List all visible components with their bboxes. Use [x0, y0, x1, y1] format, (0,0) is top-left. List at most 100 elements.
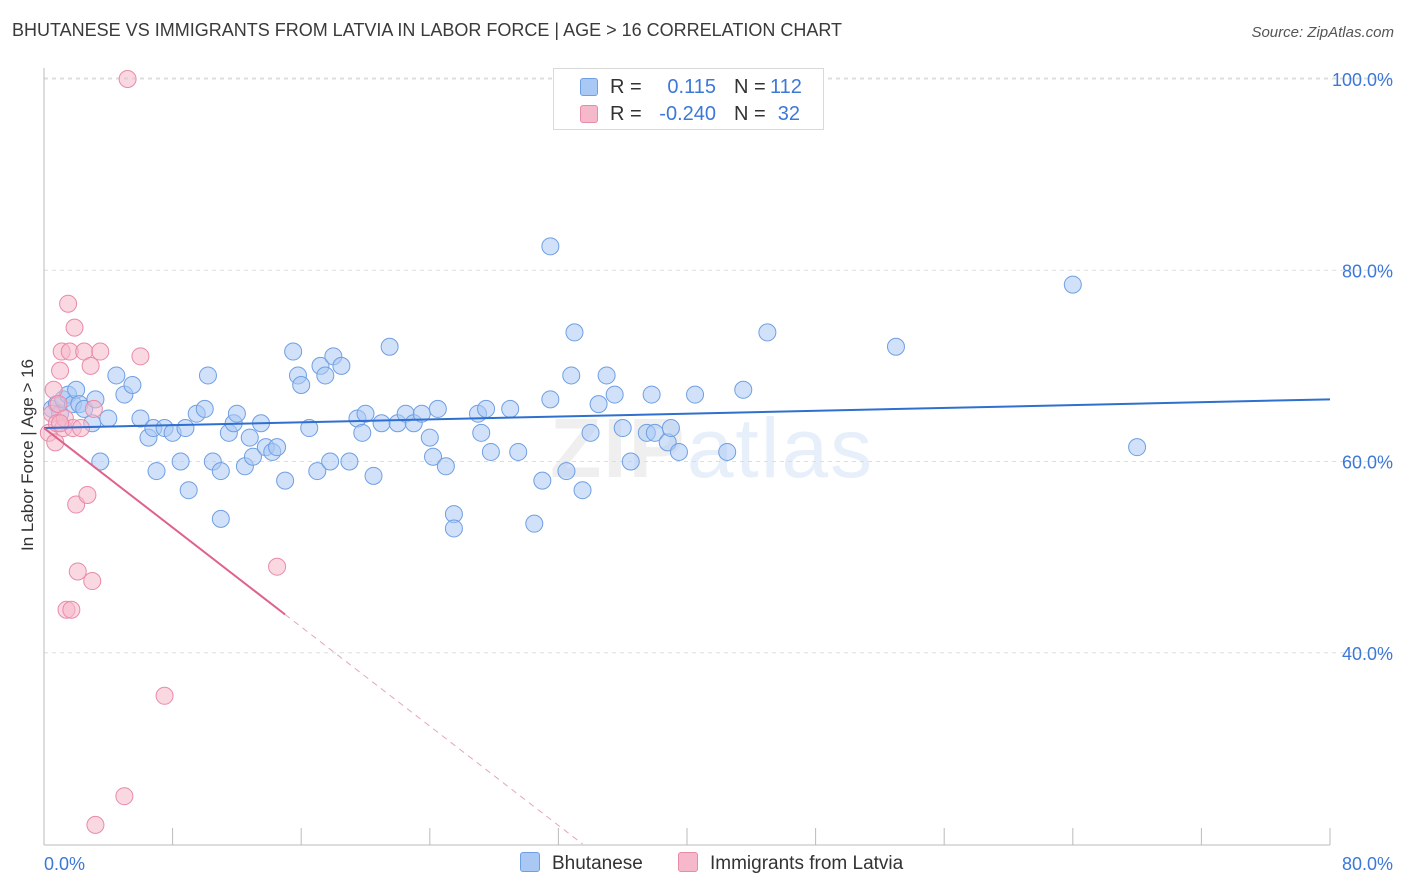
legend-item-bhutanese[interactable]: Bhutanese — [520, 852, 643, 875]
y-tick-label: 80.0% — [1342, 261, 1393, 281]
point-bhutanese — [621, 452, 640, 471]
point-bhutanese — [477, 399, 496, 418]
point-latvia — [83, 572, 102, 591]
point-bhutanese — [99, 409, 118, 428]
point-bhutanese — [227, 404, 246, 423]
point-latvia — [51, 361, 70, 380]
point-bhutanese — [268, 438, 287, 457]
legend-swatch-bhutanese — [520, 852, 540, 872]
point-bhutanese — [501, 399, 520, 418]
point-bhutanese — [211, 509, 230, 528]
point-bhutanese — [1128, 438, 1147, 457]
point-bhutanese — [198, 366, 217, 385]
point-latvia — [115, 787, 134, 806]
legend-swatch-latvia — [678, 852, 698, 872]
point-bhutanese — [481, 442, 500, 461]
point-bhutanese — [276, 471, 295, 490]
point-bhutanese — [541, 390, 560, 409]
point-bhutanese — [308, 462, 327, 481]
x-tick-label: 0.0% — [44, 854, 85, 874]
point-bhutanese — [613, 419, 632, 438]
point-latvia — [91, 342, 110, 361]
x-tick-label: 80.0% — [1342, 854, 1393, 874]
point-bhutanese — [661, 419, 680, 438]
point-bhutanese — [436, 457, 455, 476]
point-bhutanese — [597, 366, 616, 385]
point-bhutanese — [364, 466, 383, 485]
point-bhutanese — [1063, 275, 1082, 294]
point-latvia — [78, 485, 97, 504]
point-bhutanese — [211, 462, 230, 481]
legend-r-value: -0.240 — [659, 103, 716, 125]
trendline-bhutanese — [43, 398, 1331, 430]
point-bhutanese — [332, 356, 351, 375]
point-bhutanese — [573, 481, 592, 500]
point-bhutanese — [340, 452, 359, 471]
point-bhutanese — [91, 452, 110, 471]
point-bhutanese — [686, 385, 705, 404]
legend-n-value: 32 — [777, 103, 800, 125]
point-bhutanese — [356, 404, 375, 423]
legend-swatch-latvia — [580, 105, 598, 123]
point-bhutanese — [605, 385, 624, 404]
trendline-latvia-extension — [284, 614, 583, 845]
point-bhutanese — [562, 366, 581, 385]
point-latvia — [51, 414, 70, 433]
point-bhutanese — [380, 337, 399, 356]
point-latvia — [86, 815, 105, 834]
point-bhutanese — [240, 428, 259, 447]
point-bhutanese — [509, 442, 528, 461]
point-latvia — [118, 70, 137, 88]
point-bhutanese — [581, 423, 600, 442]
correlation-legend: R = 0.115 N = 112 R = -0.240 N = 32 — [553, 68, 824, 130]
trendline-latvia — [43, 427, 286, 616]
legend-r-label: R = — [610, 76, 642, 98]
legend-label-latvia: Immigrants from Latvia — [710, 853, 904, 874]
point-latvia — [131, 347, 150, 366]
point-bhutanese — [171, 452, 190, 471]
point-bhutanese — [321, 452, 340, 471]
point-bhutanese — [541, 237, 560, 256]
point-bhutanese — [428, 399, 447, 418]
legend-n-label: N = — [734, 103, 766, 125]
point-latvia — [62, 600, 81, 619]
legend-row-latvia: R = -0.240 N = 32 — [554, 100, 823, 128]
point-bhutanese — [886, 337, 905, 356]
point-bhutanese — [734, 380, 753, 399]
point-latvia — [268, 557, 287, 576]
point-bhutanese — [424, 447, 443, 466]
watermark-atlas: atlas — [686, 401, 875, 495]
point-latvia — [84, 399, 103, 418]
point-bhutanese — [316, 366, 335, 385]
point-bhutanese — [243, 447, 262, 466]
y-tick-label: 100.0% — [1332, 70, 1393, 90]
point-bhutanese — [472, 423, 491, 442]
series-legend: Bhutanese Immigrants from Latvia — [0, 852, 1406, 878]
legend-n-label: N = — [734, 76, 766, 98]
source-label: Source: ZipAtlas.com — [1251, 24, 1394, 41]
legend-r-value: 0.115 — [667, 76, 716, 98]
legend-swatch-bhutanese — [580, 78, 598, 96]
point-bhutanese — [284, 342, 303, 361]
y-tick-label: 40.0% — [1342, 644, 1393, 664]
point-bhutanese — [420, 428, 439, 447]
point-bhutanese — [195, 399, 214, 418]
legend-label-bhutanese: Bhutanese — [552, 853, 643, 874]
point-bhutanese — [147, 462, 166, 481]
point-bhutanese — [758, 323, 777, 342]
point-bhutanese — [123, 376, 142, 394]
legend-row-bhutanese: R = 0.115 N = 112 — [554, 73, 823, 101]
legend-item-latvia[interactable]: Immigrants from Latvia — [678, 852, 903, 875]
chart-title: BHUTANESE VS IMMIGRANTS FROM LATVIA IN L… — [12, 20, 842, 40]
point-bhutanese — [372, 414, 391, 433]
point-bhutanese — [565, 323, 584, 342]
point-latvia — [59, 294, 78, 313]
point-bhutanese — [669, 442, 688, 461]
y-tick-label: 60.0% — [1342, 453, 1393, 473]
point-bhutanese — [300, 419, 319, 438]
point-bhutanese — [444, 519, 463, 538]
point-bhutanese — [131, 409, 150, 428]
point-bhutanese — [533, 471, 552, 490]
legend-r-label: R = — [610, 103, 642, 125]
